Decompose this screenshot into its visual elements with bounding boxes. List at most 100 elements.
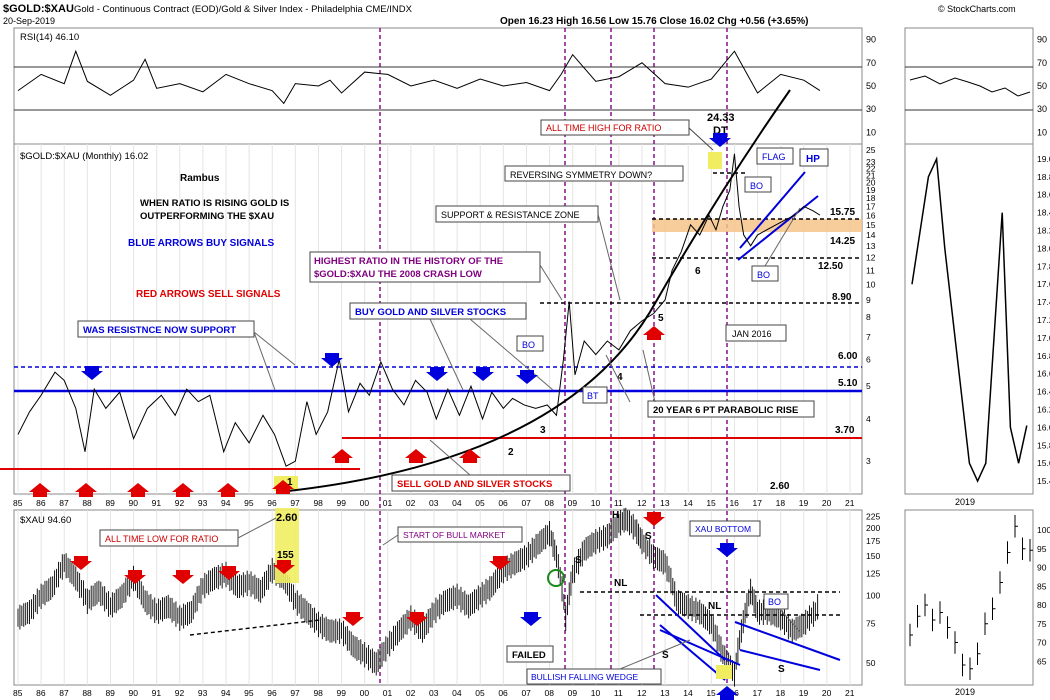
ratio-inset-tick-label: 15.4 — [1037, 476, 1050, 486]
xau-blue-arrow — [520, 612, 542, 626]
xau-wedge2-upper — [734, 621, 841, 661]
purple-vertical-lines — [379, 28, 728, 685]
xau-x-tick-label: 85 — [13, 688, 23, 698]
ratio-inset-tick-label: 16.6 — [1037, 369, 1050, 379]
xau-x-tick-label: 96 — [267, 688, 277, 698]
ratio-x-tick-label: 98 — [313, 498, 323, 508]
s-label-2: S — [645, 531, 652, 542]
low-260-label: 2.60 — [276, 512, 297, 524]
xau-x-tick-label: 09 — [568, 688, 578, 698]
pointer-buy-2 — [469, 318, 554, 391]
xau-inset-bars — [909, 515, 1033, 680]
hp-box — [799, 148, 829, 167]
buy-stocks-box — [349, 302, 527, 320]
xau-circle — [547, 569, 565, 587]
xau-x-tick-label: 13 — [660, 688, 670, 698]
xau-x-tick-label: 86 — [36, 688, 46, 698]
xau-x-tick-label: 97 — [290, 688, 300, 698]
rsi-inset-tick-label: 10 — [1037, 127, 1047, 137]
flag-label: FLAG — [762, 152, 786, 162]
ratio-x-tick-label: 93 — [198, 498, 208, 508]
ratio-tick-label: 16 — [866, 210, 876, 220]
dt-value: 24.33 — [707, 112, 735, 124]
level-890: 8.90 — [832, 292, 852, 303]
rsi-inset-frame — [904, 27, 1034, 145]
ratio-tick-label: 13 — [866, 241, 876, 251]
xau-x-tick-label: 02 — [406, 688, 416, 698]
xau-red-arrow — [172, 570, 194, 584]
red-sell-arrow — [331, 449, 353, 463]
xau-tick-label: 175 — [866, 536, 880, 546]
xau-x-tick-label: 15 — [706, 688, 716, 698]
ratio-x-tick-label: 01 — [383, 498, 393, 508]
blue-arrows-label: BLUE ARROWS BUY SIGNALS — [128, 238, 274, 249]
ratio-x-tick-label: 92 — [175, 498, 185, 508]
s-label-1: S — [575, 555, 582, 566]
level-370: 3.70 — [835, 425, 855, 436]
pointer-parabolic — [605, 354, 631, 403]
xau-x-tick-label: 12 — [637, 688, 647, 698]
pointer-support — [597, 213, 621, 301]
parabolic-box — [647, 400, 815, 418]
xau-x-tick-label: 14 — [683, 688, 693, 698]
ratio-tick-label: 6 — [866, 354, 871, 364]
xau-x-tick-label: 90 — [129, 688, 139, 698]
ratio-x-tick-label: 05 — [475, 498, 485, 508]
failed-box — [506, 645, 554, 663]
ratio-x-tick-label: 10 — [591, 498, 601, 508]
ohlc-readout: Open 16.23 High 16.56 Low 15.76 Close 16… — [500, 16, 808, 27]
bo-box-3 — [516, 335, 544, 352]
xau-inset-year: 2019 — [955, 687, 975, 697]
point-1: 1 — [287, 477, 293, 488]
red-sell-arrow — [172, 483, 194, 497]
xau-inset-tick-label: 70 — [1037, 638, 1047, 648]
bo-label-3: BO — [522, 340, 535, 350]
ratio-signal-arrows — [29, 133, 731, 497]
xau-red-arrow — [406, 612, 428, 626]
point-4: 4 — [617, 372, 623, 383]
ratio-x-tick-label: 87 — [59, 498, 69, 508]
ratio-x-tick-label: 04 — [452, 498, 462, 508]
ratio-inset-year: 2019 — [955, 497, 975, 507]
ratio-x-tick-label: 13 — [660, 498, 670, 508]
bo-label-1: BO — [750, 181, 763, 191]
xau-x-tick-label: 17 — [753, 688, 763, 698]
xau-x-tick-label: 87 — [59, 688, 69, 698]
rsi-tick-label: 50 — [866, 81, 876, 91]
highest-box — [309, 251, 541, 283]
ratio-x-tick-label: 88 — [82, 498, 92, 508]
pointer-bo2 — [764, 207, 801, 267]
rsi-inset-tick-label: 90 — [1037, 35, 1047, 45]
wedge-label: BULLISH FALLING WEDGE — [531, 672, 639, 682]
ratio-tick-label: 23 — [866, 157, 876, 167]
start-bull-box — [397, 526, 523, 543]
flag-box — [756, 147, 794, 165]
xau-x-tick-label: 89 — [105, 688, 115, 698]
rsi-tick-label: 90 — [866, 35, 876, 45]
xau-x-tick-label: 91 — [152, 688, 162, 698]
ratio-inset-tick-label: 16.0 — [1037, 422, 1050, 432]
xau-x-tick-label: 18 — [776, 688, 786, 698]
ratio-x-tick-label: 89 — [105, 498, 115, 508]
pointer-was-res-2 — [253, 331, 296, 366]
level-600: 6.00 — [838, 351, 858, 362]
ath-label: ALL TIME HIGH FOR RATIO — [546, 123, 661, 133]
ratio-tick-label: 5 — [866, 381, 871, 391]
xau-x-tick-label: 08 — [545, 688, 555, 698]
bt-box — [582, 386, 608, 404]
pointer-highest — [539, 264, 563, 301]
ratio-inset-tick-label: 16.4 — [1037, 387, 1050, 397]
ratio-x-tick-label: 12 — [637, 498, 647, 508]
xau-inset-tick-label: 100 — [1037, 525, 1050, 535]
rsi-inset-tick-label: 30 — [1037, 104, 1047, 114]
support-zone-label: SUPPORT & RESISTANCE ZONE — [441, 210, 580, 220]
ratio-inset-line — [911, 156, 1028, 483]
level-260: 2.60 — [770, 481, 790, 492]
red-sell-arrow — [75, 483, 97, 497]
ratio-x-tick-label: 02 — [406, 498, 416, 508]
ratio-x-tick-label: 19 — [799, 498, 809, 508]
level-510: 5.10 — [838, 378, 858, 389]
xau-x-tick-label: 20 — [822, 688, 832, 698]
was-resistance-box — [77, 320, 255, 338]
blue-buy-arrow — [516, 370, 538, 384]
